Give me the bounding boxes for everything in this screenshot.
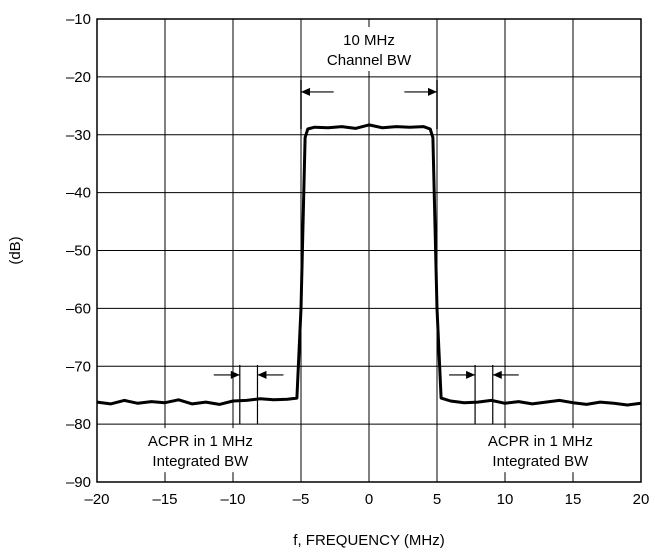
x-tick-label: –5: [293, 491, 310, 508]
acpr-left-label-line2: Integrated BW: [152, 453, 249, 470]
x-tick-label: 20: [633, 491, 650, 508]
y-tick-label: –60: [66, 300, 91, 317]
grid: [96, 18, 642, 483]
plot-frame: [96, 18, 642, 483]
y-tick-label: –70: [66, 358, 91, 375]
x-tick-label: 5: [433, 491, 441, 508]
acpr-right-label-background: [468, 428, 613, 473]
channel-label-background: [313, 27, 425, 71]
channel-label-line2: Channel BW: [327, 52, 412, 69]
x-tick-label: 0: [365, 491, 373, 508]
y-axis-title: (dB): [7, 236, 24, 264]
y-tick-label: –40: [66, 185, 91, 202]
x-tick-label: 15: [565, 491, 582, 508]
acpr-right-arrow-out-head: [492, 370, 502, 379]
acpr-left-label-background: [128, 428, 273, 473]
y-tick-label: –80: [66, 416, 91, 433]
x-tick-label: –20: [84, 491, 109, 508]
y-tick-label: –20: [66, 69, 91, 86]
acpr-right-label-line2: Integrated BW: [492, 453, 589, 470]
series-line: [96, 123, 642, 407]
acpr-left-label-line1: ACPR in 1 MHz: [148, 433, 253, 450]
channel-bw-right-arrow-head: [428, 87, 437, 96]
y-tick-label: –10: [66, 11, 91, 28]
x-tick-labels: –20 –15 –10 –5 0 5 10 15 20: [84, 491, 649, 508]
x-tick-label: 10: [497, 491, 514, 508]
channel-bw-left-arrow-head: [301, 87, 310, 96]
bandwidth-markers: [213, 79, 519, 425]
acpr-left-arrow-in-head: [230, 370, 240, 379]
x-axis-title: f, FREQUENCY (MHz): [293, 532, 444, 549]
y-tick-label: –90: [66, 474, 91, 491]
channel-label-line1: 10 MHz: [343, 32, 395, 49]
acpr-right-arrow-in-head: [466, 370, 476, 379]
annotations: 10 MHz Channel BW ACPR in 1 MHz Integrat…: [128, 27, 613, 473]
acpr-right-label-line1: ACPR in 1 MHz: [488, 433, 593, 450]
y-tick-labels: –10 –20 –30 –40 –50 –60 –70 –80 –90: [66, 11, 91, 491]
x-tick-label: –15: [152, 491, 177, 508]
y-tick-label: –30: [66, 127, 91, 144]
x-tick-label: –10: [220, 491, 245, 508]
acpr-left-arrow-out-head: [257, 370, 267, 379]
y-tick-label: –50: [66, 243, 91, 260]
